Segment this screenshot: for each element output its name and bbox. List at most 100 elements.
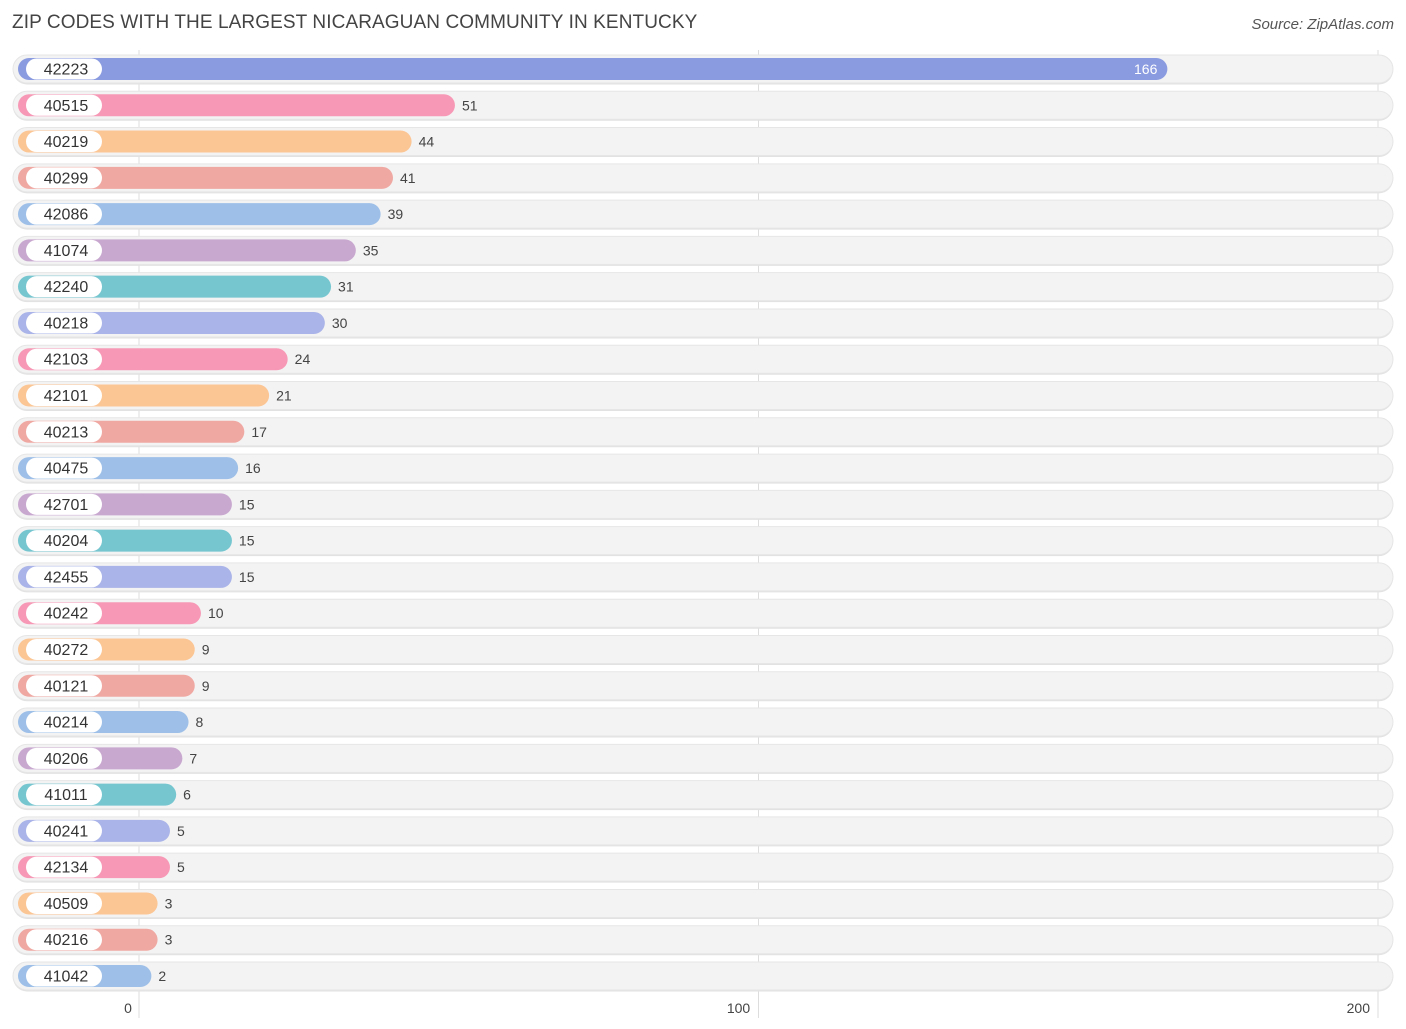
bar-row-42701: 42701 15 <box>12 489 1394 520</box>
category-label-41074: 41074 <box>44 243 89 260</box>
category-label-42134: 42134 <box>44 860 89 877</box>
category-label-42086: 42086 <box>44 207 89 224</box>
category-label-40218: 40218 <box>44 315 89 332</box>
row-track <box>12 743 1394 773</box>
label-pill <box>26 493 102 515</box>
label-pill <box>26 385 102 407</box>
row-track <box>12 780 1394 810</box>
label-pill <box>26 711 102 733</box>
bar-40515 <box>18 94 455 117</box>
bar-41074 <box>18 239 356 262</box>
value-label-40242: 10 <box>208 605 224 621</box>
bar-row-40242: 40242 10 <box>12 598 1394 629</box>
label-pill <box>26 530 102 552</box>
row-track <box>12 381 1394 411</box>
row-track <box>12 235 1394 265</box>
category-label-42101: 42101 <box>44 388 89 405</box>
value-label-40121: 9 <box>202 678 210 694</box>
bar-row-40204: 40204 15 <box>12 526 1394 557</box>
bar-42086 <box>18 203 381 226</box>
category-label-40509: 40509 <box>44 896 89 913</box>
row-track <box>12 707 1394 737</box>
bar-row-40272: 40272 9 <box>12 634 1394 665</box>
value-label-42240: 31 <box>338 279 354 295</box>
label-pill <box>26 348 102 370</box>
bar-row-42223: 42223 166 <box>12 54 1394 85</box>
row-track <box>12 453 1394 483</box>
row-track <box>12 925 1394 955</box>
value-label-42103: 24 <box>295 351 311 367</box>
bar-row-40515: 40515 51 <box>12 90 1394 121</box>
row-track <box>12 417 1394 447</box>
bar-42223 <box>18 58 1168 80</box>
label-pill <box>26 239 102 261</box>
value-label-40241: 5 <box>177 823 185 839</box>
label-pill <box>26 675 102 697</box>
label-pill <box>26 929 102 951</box>
label-pill <box>26 856 102 878</box>
bar-row-40121: 40121 9 <box>12 671 1394 702</box>
bar-row-40206: 40206 7 <box>12 743 1394 774</box>
bar-row-41074: 41074 35 <box>12 235 1394 266</box>
label-pill <box>26 312 102 334</box>
category-label-42223: 42223 <box>44 62 89 79</box>
bar-row-42101: 42101 21 <box>12 381 1394 412</box>
row-track <box>12 562 1394 592</box>
label-pill <box>26 167 102 189</box>
label-pill <box>26 276 102 298</box>
value-label-40509: 3 <box>165 895 173 911</box>
bar-row-40216: 40216 3 <box>12 925 1394 956</box>
value-label-41042: 2 <box>158 968 166 984</box>
value-label-42134: 5 <box>177 859 185 875</box>
row-track <box>12 961 1394 991</box>
bar-row-42086: 42086 39 <box>12 199 1394 230</box>
category-label-40299: 40299 <box>44 170 89 187</box>
value-label-42086: 39 <box>388 206 404 222</box>
row-track <box>12 852 1394 882</box>
category-label-40206: 40206 <box>44 751 89 768</box>
value-label-40206: 7 <box>189 750 197 766</box>
bar-row-41042: 41042 2 <box>12 961 1394 992</box>
label-pill <box>26 820 102 842</box>
tick-label-200: 200 <box>1347 1000 1371 1016</box>
value-label-40272: 9 <box>202 641 210 657</box>
chart-title: ZIP CODES WITH THE LARGEST NICARAGUAN CO… <box>12 12 698 33</box>
value-label-40204: 15 <box>239 533 255 549</box>
label-pill <box>26 566 102 588</box>
category-label-41042: 41042 <box>44 969 89 986</box>
bar-row-40219: 40219 44 <box>12 127 1394 158</box>
value-label-40515: 51 <box>462 97 478 113</box>
bar-row-42455: 42455 15 <box>12 562 1394 593</box>
category-label-40213: 40213 <box>44 424 89 441</box>
category-label-41011: 41011 <box>44 787 87 804</box>
label-pill <box>26 457 102 479</box>
value-label-40216: 3 <box>165 932 173 948</box>
category-label-40216: 40216 <box>44 932 89 949</box>
value-label-40299: 41 <box>400 170 416 186</box>
bar-row-41011: 41011 6 <box>12 780 1394 811</box>
bar-row-40218: 40218 30 <box>12 308 1394 339</box>
tick-label-100: 100 <box>727 1000 751 1016</box>
bar-row-42134: 42134 5 <box>12 852 1394 883</box>
category-label-40475: 40475 <box>44 461 89 478</box>
row-track <box>12 308 1394 338</box>
row-track <box>12 526 1394 556</box>
label-pill <box>26 747 102 769</box>
row-track <box>12 634 1394 664</box>
bar-row-40299: 40299 41 <box>12 163 1394 194</box>
bar-row-42103: 42103 24 <box>12 344 1394 375</box>
category-label-42455: 42455 <box>44 569 89 586</box>
label-pill <box>26 892 102 914</box>
label-pill <box>26 58 102 80</box>
row-track <box>12 272 1394 302</box>
bar-40219 <box>18 130 412 153</box>
label-pill <box>26 421 102 443</box>
label-pill <box>26 602 102 624</box>
bar-row-42240: 42240 31 <box>12 272 1394 303</box>
label-pill <box>26 131 102 153</box>
bar-row-40214: 40214 8 <box>12 707 1394 738</box>
category-label-40272: 40272 <box>44 642 89 659</box>
category-label-40214: 40214 <box>44 715 89 732</box>
value-label-40218: 30 <box>332 315 348 331</box>
